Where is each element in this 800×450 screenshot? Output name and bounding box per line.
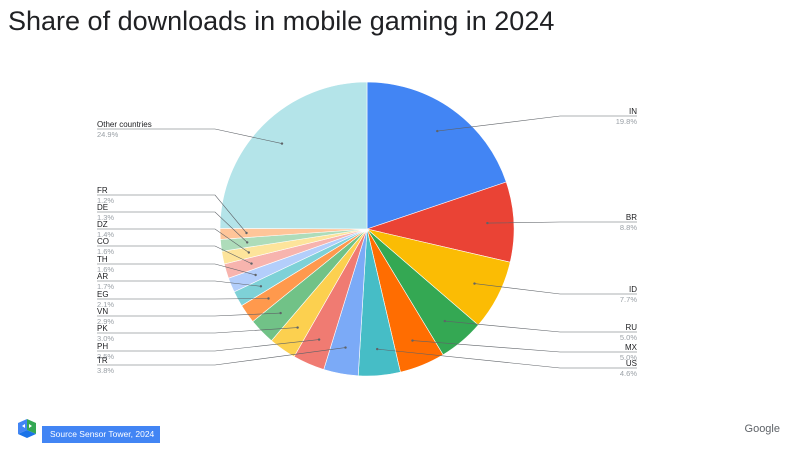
leader-line-tr (97, 347, 346, 366)
google-brand-label: Google (744, 423, 780, 435)
slice-value-br: 8.8% (620, 223, 637, 232)
slice-value-ph: 3.5% (97, 352, 114, 361)
slice-label-id: ID (629, 285, 637, 294)
slice-labels: IN19.8%BR8.8%ID7.7%RU5.0%MX5.0%US4.6%TR3… (97, 107, 638, 378)
slice-value-fr: 1.2% (97, 196, 114, 205)
leader-dot-in (436, 129, 439, 133)
leader-dot-id (473, 282, 476, 285)
slice-value-dz: 1.4% (97, 230, 114, 239)
leader-line-vn (97, 312, 281, 317)
leader-dot-ru (443, 319, 446, 323)
leader-line-co (97, 245, 252, 264)
leader-line-ru (444, 320, 637, 333)
source-badge: Source Sensor Tower, 2024 (42, 426, 160, 443)
slice-value-th: 1.6% (97, 265, 114, 274)
leader-line-mx (412, 340, 637, 353)
leader-dot-us (376, 347, 379, 351)
slice-label-vn: VN (97, 307, 108, 316)
slice-value-tr: 3.8% (97, 366, 114, 375)
slice-value-mx: 5.0% (620, 353, 637, 362)
slice-value-ru: 5.0% (620, 333, 637, 342)
chart-title: Share of downloads in mobile gaming in 2… (8, 6, 555, 36)
slice-value-in: 19.8% (616, 117, 638, 126)
leader-line-br (487, 221, 637, 224)
leader-line-other-countries (97, 128, 283, 144)
slice-value-de: 1.3% (97, 213, 114, 222)
leader-line-id (474, 283, 637, 295)
leader-line-pk (97, 327, 298, 334)
slice-label-br: BR (626, 213, 637, 222)
leader-dot-eg (267, 297, 270, 300)
leader-dot-ph (317, 338, 321, 341)
slice-label-ar: AR (97, 272, 108, 281)
slice-value-id: 7.7% (620, 295, 637, 304)
leader-line-ar (97, 280, 261, 287)
slice-label-other-countries: Other countries (97, 120, 152, 129)
slice-label-dz: DZ (97, 220, 108, 229)
slice-value-eg: 2.1% (97, 300, 114, 309)
slice-value-pk: 3.0% (97, 334, 114, 343)
leader-line-de (97, 211, 248, 243)
slice-label-in: IN (629, 107, 637, 116)
leader-lines (97, 115, 637, 369)
slice-label-mx: MX (625, 343, 638, 352)
slice-br (365, 181, 515, 263)
slice-value-co: 1.6% (97, 247, 114, 256)
source-logo-icon (18, 419, 36, 438)
leader-line-ph (97, 339, 320, 352)
slice-label-ru: RU (625, 323, 637, 332)
slice-label-ph: PH (97, 342, 108, 351)
slice-in (366, 81, 507, 230)
slice-label-th: TH (97, 255, 108, 264)
leader-line-eg (97, 298, 269, 300)
leader-line-us (377, 348, 637, 369)
leader-line-th (97, 263, 256, 276)
leader-dot-ar (259, 285, 263, 288)
slice-value-ar: 1.7% (97, 282, 114, 291)
slice-label-de: DE (97, 203, 108, 212)
leader-dot-br (486, 221, 489, 225)
slice-value-vn: 2.9% (97, 317, 114, 326)
leader-dot-tr (344, 346, 347, 349)
slice-label-eg: EG (97, 290, 109, 299)
slice-value-us: 4.6% (620, 369, 637, 378)
leader-dot-dz (247, 251, 250, 254)
slice-label-tr: TR (97, 356, 108, 365)
slice-label-fr: FR (97, 186, 108, 195)
leader-dot-vn (279, 311, 282, 315)
leader-line-dz (97, 228, 249, 253)
leader-dot-mx (411, 339, 414, 342)
leader-dot-de (246, 241, 249, 244)
leader-dot-pk (296, 326, 299, 329)
pie-slices (219, 81, 515, 377)
slice-label-co: CO (97, 237, 109, 246)
slice-label-us: US (626, 359, 637, 368)
slice-label-pk: PK (97, 324, 108, 333)
leader-line-fr (97, 194, 247, 234)
slice-other-countries (219, 81, 368, 230)
leader-line-in (437, 115, 637, 132)
leader-dot-th (254, 273, 257, 277)
slice-value-other-countries: 24.9% (97, 130, 119, 139)
leader-dot-other-countries (280, 142, 284, 145)
leader-dot-co (250, 262, 253, 265)
leader-dot-fr (245, 231, 248, 235)
